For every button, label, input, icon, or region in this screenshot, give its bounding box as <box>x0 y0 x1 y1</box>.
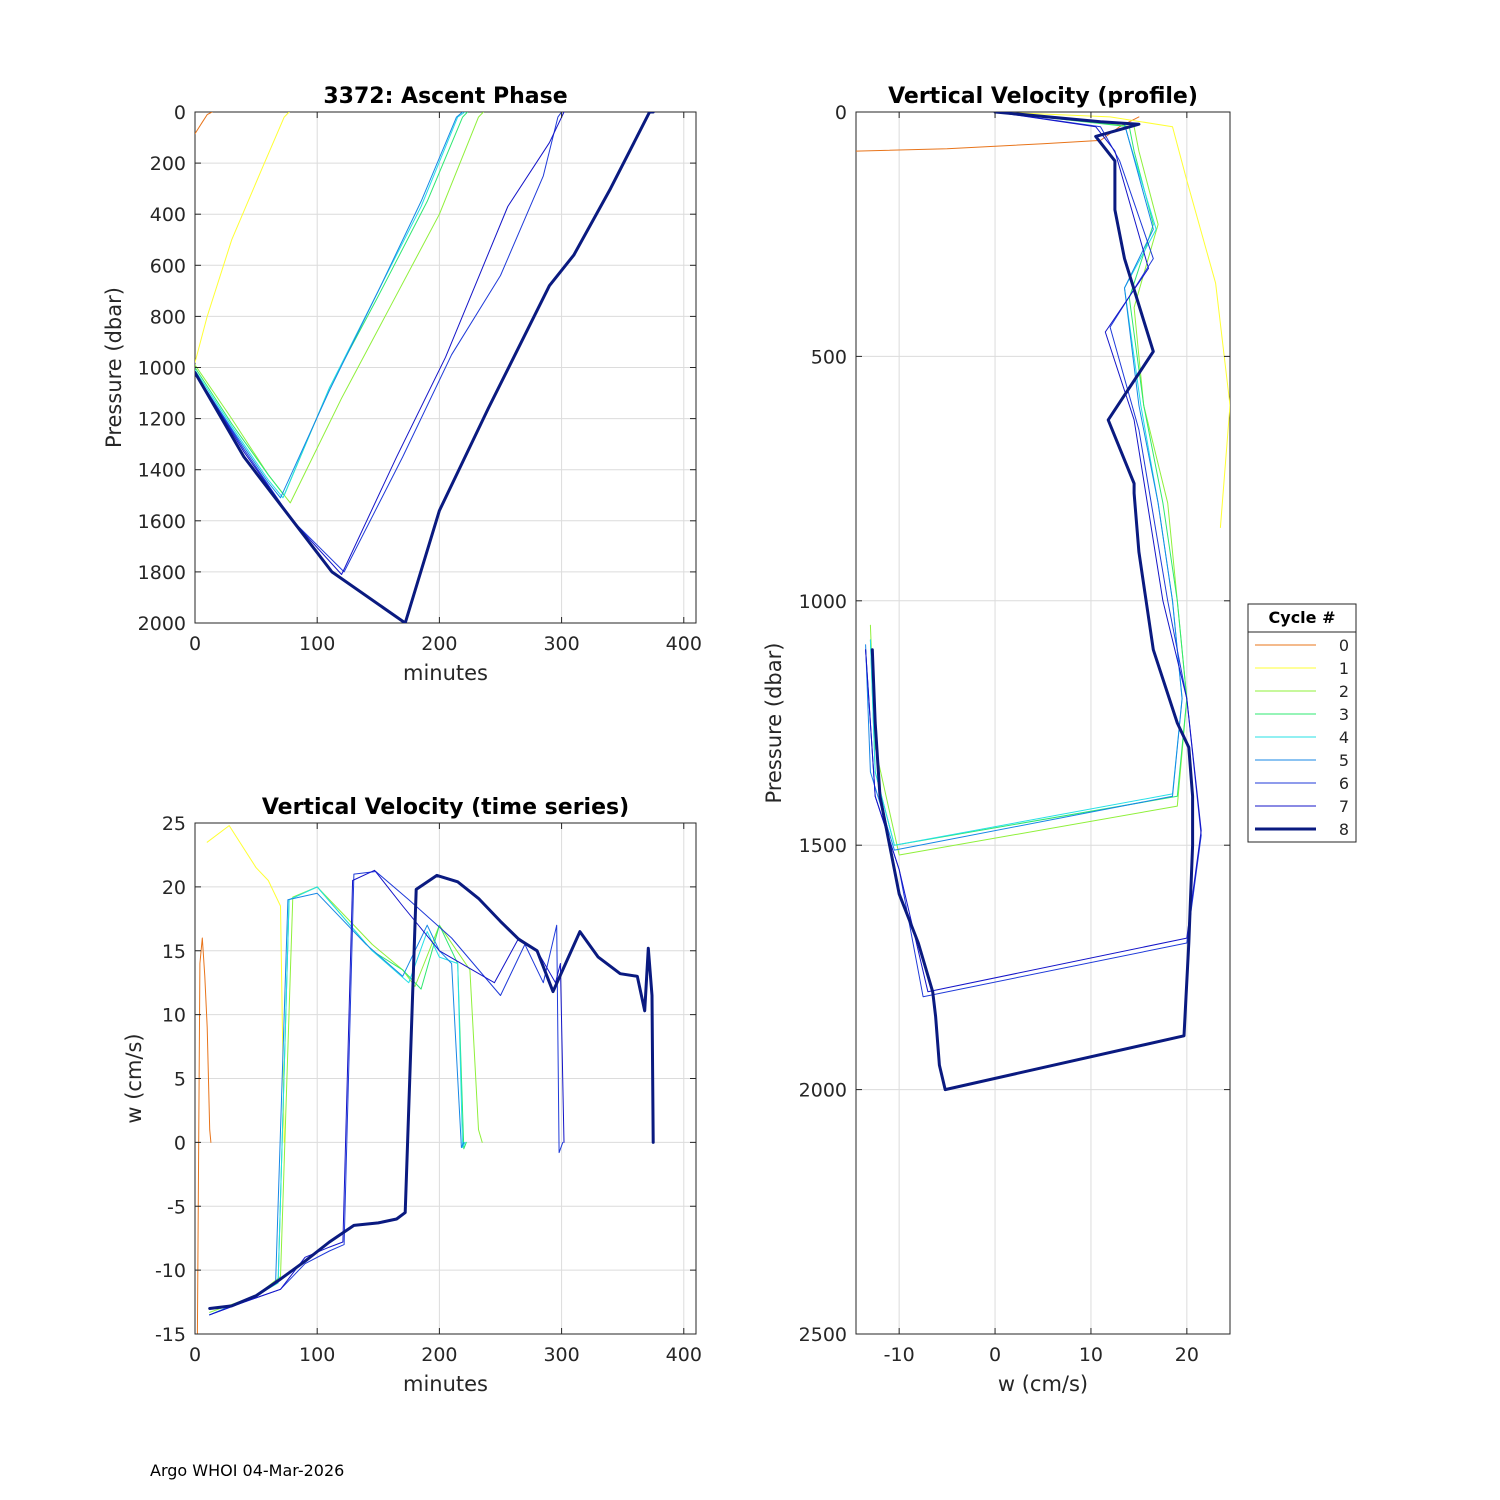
series-line-cycle-6 <box>865 112 1202 998</box>
series-line-cycle-8 <box>870 112 1195 1092</box>
y-tick-label: 1000 <box>138 358 186 380</box>
x-tick-label: 300 <box>543 633 579 655</box>
x-tick-label: 300 <box>543 1344 579 1366</box>
y-tick-label: 1000 <box>799 591 847 613</box>
legend-title: Cycle # <box>1269 608 1336 627</box>
ascent-ylabel: Pressure (dbar) <box>102 287 126 448</box>
y-tick-label: 1200 <box>138 409 186 431</box>
wprofile-xlabel: w (cm/s) <box>998 1372 1088 1396</box>
x-tick-label: 100 <box>299 633 335 655</box>
y-tick-label: 0 <box>174 1132 186 1154</box>
series-line-cycle-7 <box>195 112 565 575</box>
ascent-ticks: 0 100 200 300 400 0 200 400 600 800 1000 1200 1400 16… <box>138 102 702 655</box>
ascent-title: 3372: Ascent Phase <box>323 84 567 109</box>
series-line-cycle-8 <box>195 112 655 623</box>
footer-text: Argo WHOI 04-Mar-2026 <box>150 1461 344 1480</box>
legend-label-cycle-4: 4 <box>1339 728 1349 747</box>
y-tick-label: 2500 <box>799 1324 847 1346</box>
y-tick-label: 0 <box>174 102 186 124</box>
series-line-cycle-4 <box>195 112 466 499</box>
x-tick-label: 0 <box>989 1344 1001 1366</box>
y-tick-label: 2000 <box>799 1080 847 1102</box>
legend-label-cycle-8: 8 <box>1339 820 1349 839</box>
series-line-cycle-1 <box>206 825 285 1143</box>
wprofile-panel: -10 0 10 20 0 500 1000 1500 2000 2500 Vertical Ve… <box>762 84 1231 1396</box>
x-tick-label: 400 <box>666 633 702 655</box>
series-line-cycle-2 <box>209 886 483 1313</box>
wtime-series <box>196 825 655 1334</box>
wtime-ylabel: w (cm/s) <box>122 1033 146 1123</box>
x-tick-label: 20 <box>1175 1344 1199 1366</box>
series-line-cycle-0 <box>195 112 213 135</box>
y-tick-label: 600 <box>150 255 186 277</box>
legend-label-cycle-0: 0 <box>1339 636 1349 655</box>
y-tick-label: 2000 <box>138 613 186 635</box>
y-tick-label: 1800 <box>138 562 186 584</box>
series-line-cycle-0 <box>196 937 212 1334</box>
x-tick-label: 100 <box>299 1344 335 1366</box>
series-line-cycle-6 <box>209 871 564 1316</box>
legend: Cycle # 0 1 2 3 4 5 6 7 8 <box>1247 603 1357 843</box>
y-tick-label: 200 <box>150 153 186 175</box>
x-tick-label: 200 <box>421 1344 457 1366</box>
x-tick-label: 10 <box>1079 1344 1103 1366</box>
y-tick-label: -5 <box>167 1196 186 1218</box>
series-line-cycle-2 <box>869 112 1188 856</box>
y-tick-label: -15 <box>155 1324 186 1346</box>
y-tick-label: -10 <box>155 1260 186 1282</box>
legend-box <box>1247 603 1357 843</box>
x-tick-label: 400 <box>666 1344 702 1366</box>
series-line-cycle-5 <box>195 112 464 499</box>
series-line-cycle-5 <box>865 112 1183 851</box>
y-tick-label: 500 <box>811 346 847 368</box>
y-tick-label: 1500 <box>799 835 847 857</box>
legend-label-cycle-7: 7 <box>1339 797 1349 816</box>
y-tick-label: 1400 <box>138 460 186 482</box>
series-line-cycle-7 <box>865 112 1202 993</box>
series-line-cycle-1 <box>195 112 290 363</box>
wtime-xlabel: minutes <box>403 1372 488 1396</box>
y-tick-label: 800 <box>150 306 186 328</box>
y-tick-label: 0 <box>835 102 847 124</box>
x-tick-label: 200 <box>421 633 457 655</box>
wprofile-title: Vertical Velocity (profile) <box>888 84 1198 109</box>
ascent-xlabel: minutes <box>403 661 488 685</box>
x-tick-label: -10 <box>884 1344 915 1366</box>
x-tick-label: 0 <box>189 1344 201 1366</box>
wtime-panel: 0 100 200 300 400 -15 -10 -5 0 5 10 15 20 25 Vertical… <box>122 795 702 1396</box>
ascent-series <box>195 112 655 623</box>
legend-label-cycle-5: 5 <box>1339 751 1349 770</box>
legend-label-cycle-3: 3 <box>1339 705 1349 724</box>
y-tick-label: 15 <box>162 941 186 963</box>
wtime-ticks: 0 100 200 300 400 -15 -10 -5 0 5 10 15 20 25 <box>155 813 702 1366</box>
series-line-cycle-1 <box>994 112 1230 528</box>
series-line-cycle-2 <box>195 112 484 504</box>
series-line-cycle-8 <box>208 873 655 1310</box>
y-tick-label: 25 <box>162 813 186 835</box>
legend-label-cycle-2: 2 <box>1339 682 1349 701</box>
wprofile-ticks: -10 0 10 20 0 500 1000 1500 2000 2500 <box>799 102 1230 1366</box>
x-tick-label: 0 <box>189 633 201 655</box>
y-tick-label: 1600 <box>138 511 186 533</box>
wprofile-axes-box <box>855 111 1231 1335</box>
y-tick-label: 20 <box>162 877 186 899</box>
legend-entries: 0 1 2 3 4 5 6 7 8 <box>1255 636 1349 839</box>
wprofile-ylabel: Pressure (dbar) <box>762 643 786 804</box>
series-line-cycle-6 <box>195 112 563 573</box>
series-line-cycle-7 <box>209 869 565 1316</box>
y-tick-label: 5 <box>174 1069 186 1091</box>
legend-label-cycle-6: 6 <box>1339 774 1349 793</box>
y-tick-label: 400 <box>150 204 186 226</box>
y-tick-label: 10 <box>162 1005 186 1027</box>
wprofile-series <box>856 112 1230 1092</box>
wtime-title: Vertical Velocity (time series) <box>262 795 629 820</box>
legend-label-cycle-1: 1 <box>1339 659 1349 678</box>
ascent-panel: 0 100 200 300 400 0 200 400 600 800 1000 1200 1400 16… <box>102 84 702 685</box>
